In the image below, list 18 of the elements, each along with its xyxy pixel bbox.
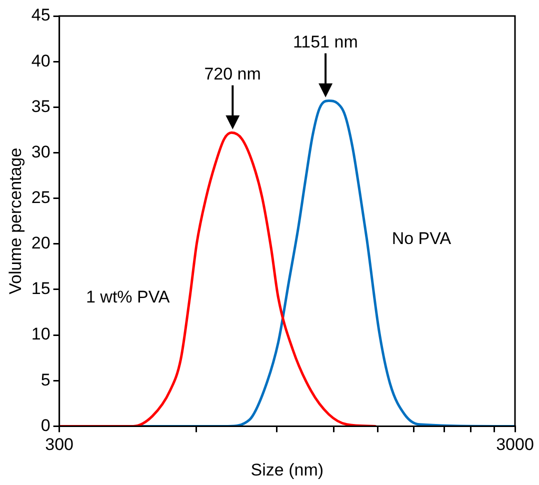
y-tick-label: 15 bbox=[31, 279, 50, 298]
annotation: 1151 nm bbox=[292, 32, 358, 52]
y-tick-label: 20 bbox=[31, 234, 50, 253]
y-tick-label: 35 bbox=[31, 96, 50, 116]
x-tick-label: 3000 bbox=[496, 435, 534, 454]
series-label: 1 wt% PVA bbox=[86, 287, 170, 306]
y-tick-label: 40 bbox=[31, 51, 50, 70]
y-tick-label: 25 bbox=[31, 188, 50, 207]
y-tick-label: 30 bbox=[31, 142, 50, 162]
y-axis-title: Volume percentage bbox=[6, 148, 25, 294]
x-tick-label: 300 bbox=[45, 435, 74, 454]
annotation: 720 nm bbox=[204, 64, 261, 83]
y-tick-label: 45 bbox=[31, 6, 50, 25]
y-tick-label: 0 bbox=[40, 416, 50, 435]
y-tick-label: 10 bbox=[31, 324, 50, 344]
x-axis-title: Size (nm) bbox=[250, 460, 324, 480]
y-tick-label: 5 bbox=[40, 370, 50, 390]
series-label: No PVA bbox=[392, 229, 452, 248]
